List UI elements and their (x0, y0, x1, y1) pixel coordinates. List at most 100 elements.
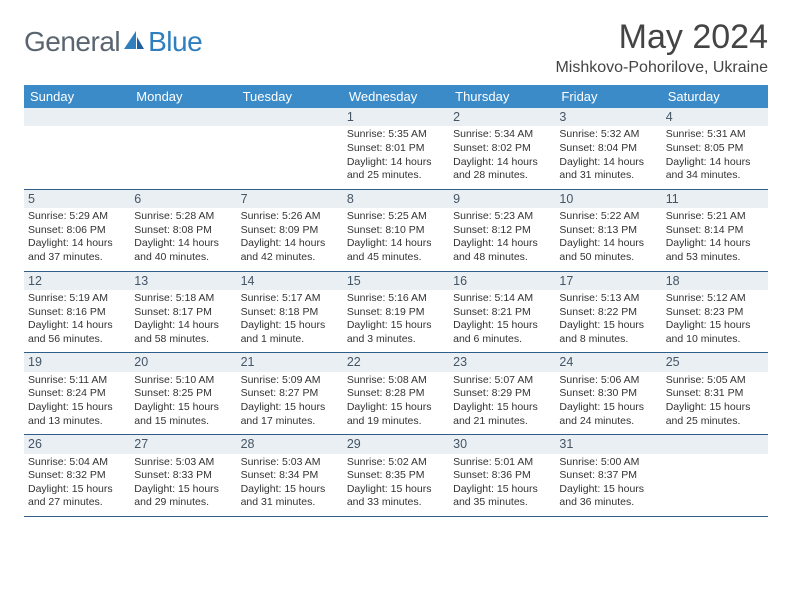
week-row: 26Sunrise: 5:04 AMSunset: 8:32 PMDayligh… (24, 435, 768, 517)
day-dl1: Daylight: 14 hours (347, 237, 445, 251)
day-sr: Sunrise: 5:06 AM (559, 374, 657, 388)
day-cell: 29Sunrise: 5:02 AMSunset: 8:35 PMDayligh… (343, 435, 449, 516)
day-number: 20 (130, 353, 236, 371)
day-dl2: and 27 minutes. (28, 496, 126, 510)
day-dl2: and 10 minutes. (666, 333, 764, 347)
day-sr: Sunrise: 5:05 AM (666, 374, 764, 388)
day-dl1: Daylight: 15 hours (453, 483, 551, 497)
day-sr: Sunrise: 5:12 AM (666, 292, 764, 306)
day-dl2: and 36 minutes. (559, 496, 657, 510)
day-number: 19 (24, 353, 130, 371)
day-number: 17 (555, 272, 661, 290)
dayhead-mon: Monday (130, 85, 236, 108)
day-cell: 20Sunrise: 5:10 AMSunset: 8:25 PMDayligh… (130, 353, 236, 434)
day-number: 16 (449, 272, 555, 290)
day-cell: 1Sunrise: 5:35 AMSunset: 8:01 PMDaylight… (343, 108, 449, 189)
day-ss: Sunset: 8:33 PM (134, 469, 232, 483)
day-cell: 8Sunrise: 5:25 AMSunset: 8:10 PMDaylight… (343, 190, 449, 271)
day-ss: Sunset: 8:06 PM (28, 224, 126, 238)
day-dl2: and 37 minutes. (28, 251, 126, 265)
day-number: 26 (24, 435, 130, 453)
week-row: 1Sunrise: 5:35 AMSunset: 8:01 PMDaylight… (24, 108, 768, 190)
day-cell: 5Sunrise: 5:29 AMSunset: 8:06 PMDaylight… (24, 190, 130, 271)
day-dl2: and 13 minutes. (28, 415, 126, 429)
day-ss: Sunset: 8:24 PM (28, 387, 126, 401)
day-cell: 2Sunrise: 5:34 AMSunset: 8:02 PMDaylight… (449, 108, 555, 189)
day-dl1: Daylight: 14 hours (453, 156, 551, 170)
day-cell: 25Sunrise: 5:05 AMSunset: 8:31 PMDayligh… (662, 353, 768, 434)
day-cell: 7Sunrise: 5:26 AMSunset: 8:09 PMDaylight… (237, 190, 343, 271)
day-sr: Sunrise: 5:22 AM (559, 210, 657, 224)
day-cell (130, 108, 236, 189)
day-number: 15 (343, 272, 449, 290)
day-ss: Sunset: 8:05 PM (666, 142, 764, 156)
location-text: Mishkovo-Pohorilove, Ukraine (555, 59, 768, 77)
day-ss: Sunset: 8:35 PM (347, 469, 445, 483)
day-dl2: and 8 minutes. (559, 333, 657, 347)
day-sr: Sunrise: 5:14 AM (453, 292, 551, 306)
day-dl2: and 50 minutes. (559, 251, 657, 265)
day-sr: Sunrise: 5:34 AM (453, 128, 551, 142)
sail-icon (122, 29, 146, 56)
day-sr: Sunrise: 5:18 AM (134, 292, 232, 306)
day-dl1: Daylight: 14 hours (559, 237, 657, 251)
day-number-empty (662, 435, 768, 453)
day-cell: 4Sunrise: 5:31 AMSunset: 8:05 PMDaylight… (662, 108, 768, 189)
day-dl2: and 40 minutes. (134, 251, 232, 265)
day-ss: Sunset: 8:29 PM (453, 387, 551, 401)
day-ss: Sunset: 8:19 PM (347, 306, 445, 320)
day-sr: Sunrise: 5:00 AM (559, 456, 657, 470)
day-dl2: and 6 minutes. (453, 333, 551, 347)
day-ss: Sunset: 8:02 PM (453, 142, 551, 156)
day-number: 30 (449, 435, 555, 453)
day-dl2: and 19 minutes. (347, 415, 445, 429)
day-number-empty (237, 108, 343, 126)
day-number: 5 (24, 190, 130, 208)
day-number: 11 (662, 190, 768, 208)
dayhead-thu: Thursday (449, 85, 555, 108)
week-row: 19Sunrise: 5:11 AMSunset: 8:24 PMDayligh… (24, 353, 768, 435)
day-dl2: and 33 minutes. (347, 496, 445, 510)
day-dl2: and 42 minutes. (241, 251, 339, 265)
day-ss: Sunset: 8:21 PM (453, 306, 551, 320)
day-sr: Sunrise: 5:08 AM (347, 374, 445, 388)
day-ss: Sunset: 8:14 PM (666, 224, 764, 238)
day-ss: Sunset: 8:23 PM (666, 306, 764, 320)
day-number: 25 (662, 353, 768, 371)
day-ss: Sunset: 8:34 PM (241, 469, 339, 483)
dayhead-fri: Friday (555, 85, 661, 108)
day-sr: Sunrise: 5:03 AM (241, 456, 339, 470)
day-ss: Sunset: 8:18 PM (241, 306, 339, 320)
day-header-row: Sunday Monday Tuesday Wednesday Thursday… (24, 85, 768, 108)
day-number: 28 (237, 435, 343, 453)
day-ss: Sunset: 8:28 PM (347, 387, 445, 401)
brand-text-2: Blue (148, 26, 202, 58)
day-dl1: Daylight: 15 hours (28, 401, 126, 415)
day-cell (662, 435, 768, 516)
day-ss: Sunset: 8:36 PM (453, 469, 551, 483)
day-sr: Sunrise: 5:02 AM (347, 456, 445, 470)
day-dl1: Daylight: 14 hours (134, 319, 232, 333)
day-sr: Sunrise: 5:07 AM (453, 374, 551, 388)
day-sr: Sunrise: 5:29 AM (28, 210, 126, 224)
day-sr: Sunrise: 5:10 AM (134, 374, 232, 388)
day-dl1: Daylight: 15 hours (134, 483, 232, 497)
day-sr: Sunrise: 5:16 AM (347, 292, 445, 306)
day-dl1: Daylight: 15 hours (28, 483, 126, 497)
day-sr: Sunrise: 5:11 AM (28, 374, 126, 388)
day-dl2: and 29 minutes. (134, 496, 232, 510)
brand-text-1: General (24, 26, 120, 58)
day-ss: Sunset: 8:31 PM (666, 387, 764, 401)
day-number: 4 (662, 108, 768, 126)
day-cell: 24Sunrise: 5:06 AMSunset: 8:30 PMDayligh… (555, 353, 661, 434)
day-number: 12 (24, 272, 130, 290)
day-number: 31 (555, 435, 661, 453)
day-number: 13 (130, 272, 236, 290)
day-cell: 6Sunrise: 5:28 AMSunset: 8:08 PMDaylight… (130, 190, 236, 271)
day-sr: Sunrise: 5:31 AM (666, 128, 764, 142)
day-cell: 16Sunrise: 5:14 AMSunset: 8:21 PMDayligh… (449, 272, 555, 353)
day-number: 22 (343, 353, 449, 371)
day-dl2: and 25 minutes. (347, 169, 445, 183)
day-dl2: and 24 minutes. (559, 415, 657, 429)
day-dl1: Daylight: 15 hours (453, 401, 551, 415)
